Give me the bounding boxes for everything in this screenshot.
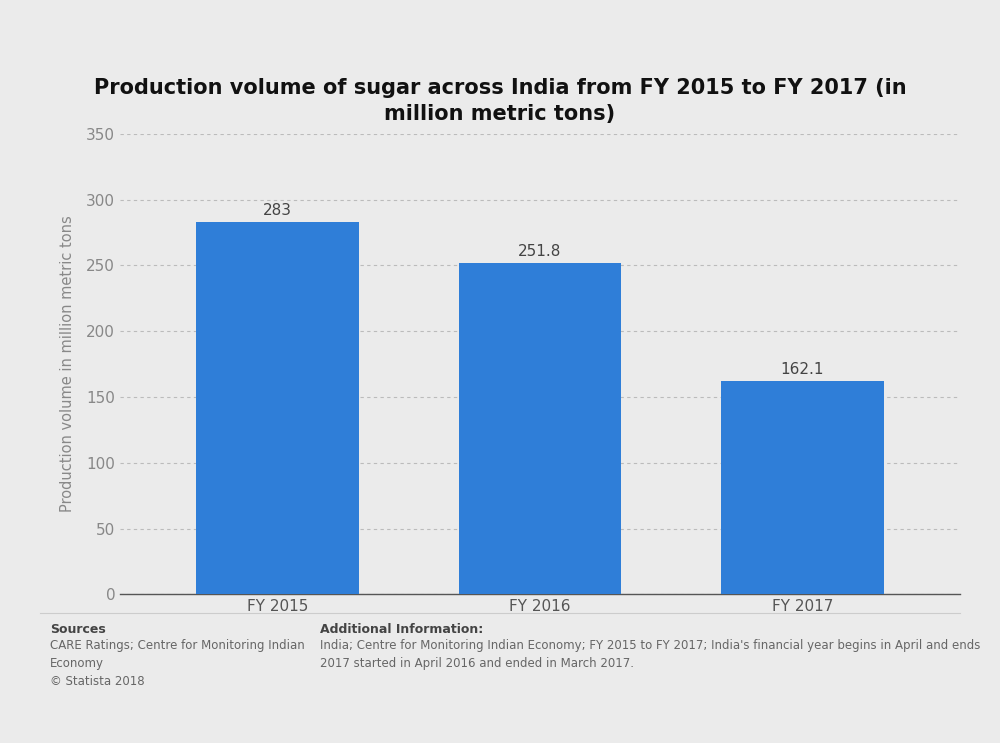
Text: Sources: Sources [50,623,106,635]
Bar [459,263,621,594]
Text: 162.1: 162.1 [781,362,824,377]
Text: 283: 283 [263,203,292,218]
Text: Additional Information:: Additional Information: [320,623,483,635]
Text: CARE Ratings; Centre for Monitoring Indian
Economy
© Statista 2018: CARE Ratings; Centre for Monitoring Indi… [50,639,305,688]
Text: India; Centre for Monitoring Indian Economy; FY 2015 to FY 2017; India's financi: India; Centre for Monitoring Indian Econ… [320,639,980,670]
Text: Production volume of sugar across India from FY 2015 to FY 2017 (in
million metr: Production volume of sugar across India … [94,78,906,124]
Text: 251.8: 251.8 [518,244,562,259]
Bar [721,381,884,594]
Y-axis label: Production volume in million metric tons: Production volume in million metric tons [60,215,75,513]
Bar [196,222,359,594]
